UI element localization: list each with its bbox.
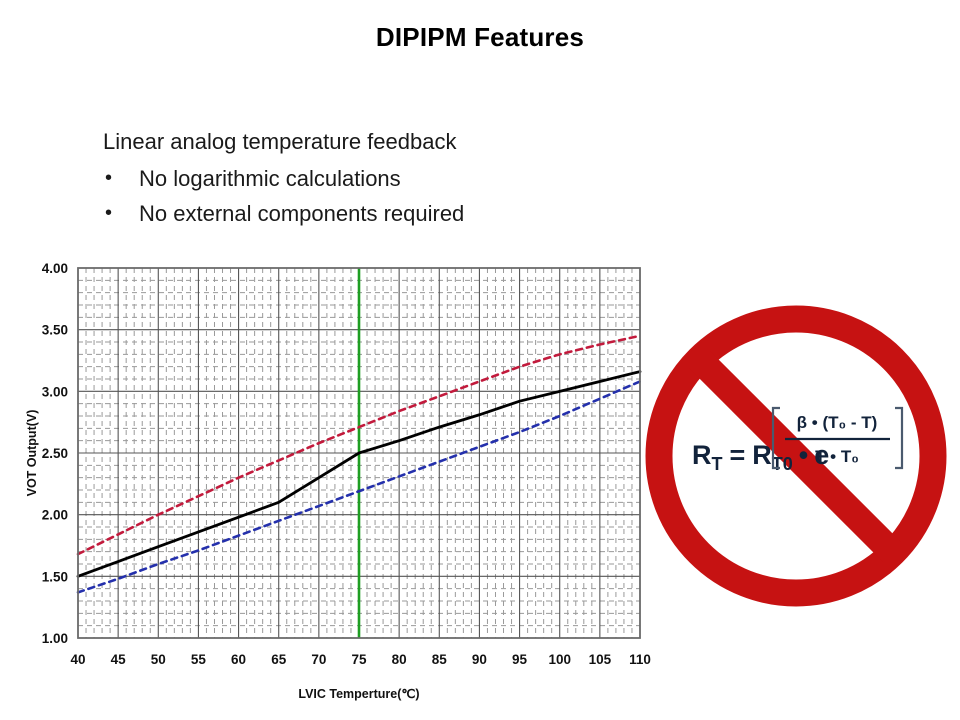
x-axis-label: LVIC Temperture(℃) <box>298 687 419 701</box>
y-tick-label: 3.50 <box>42 323 68 338</box>
series-line-typ <box>76 370 642 578</box>
y-tick-label: 1.00 <box>42 631 68 646</box>
series-line-min <box>76 380 642 594</box>
x-tick-label: 100 <box>548 652 571 667</box>
x-tick-label: 50 <box>151 652 166 667</box>
series-line-max <box>76 334 642 556</box>
plot-border <box>77 267 641 639</box>
x-tick-label: 105 <box>589 652 612 667</box>
bullet-marker-icon: • <box>105 202 113 224</box>
list-item: • No external components required <box>103 203 623 225</box>
bullet-marker-icon: • <box>105 167 113 189</box>
x-tick-label: 85 <box>432 652 448 667</box>
y-tick-label: 2.50 <box>42 446 68 461</box>
y-axis-label: VOT Output(V) <box>25 410 39 497</box>
vot-output-chart: 40 45 50 55 60 65 70 75 80 85 90 95 100 105 110 1.00 1.… <box>18 258 658 703</box>
x-tick-label: 75 <box>351 652 367 667</box>
data-series-group <box>76 334 642 594</box>
x-tick-label: 60 <box>231 652 246 667</box>
x-axis-tick-labels: 40 45 50 55 60 65 70 75 80 85 90 95 100 105 110 <box>70 652 650 667</box>
body-content: Linear analog temperature feedback • No … <box>103 131 623 238</box>
no-entry-sign-icon: RT = RT0 • e β • (T₀ - T) T • T₀ <box>645 305 947 607</box>
bullet-label: No logarithmic calculations <box>139 166 401 191</box>
no-entry-ring <box>645 305 947 607</box>
y-tick-label: 1.50 <box>42 569 68 584</box>
x-tick-label: 80 <box>392 652 407 667</box>
formula-numerator: β • (T₀ - T) <box>797 413 878 432</box>
x-tick-label: 65 <box>271 652 287 667</box>
y-axis-tick-labels: 1.00 1.50 2.00 2.50 3.00 3.50 4.00 <box>42 261 68 646</box>
formula-bracket-left <box>771 406 780 470</box>
bullet-label: No external components required <box>139 201 465 226</box>
lead-statement: Linear analog temperature feedback <box>103 129 457 154</box>
y-tick-label: 2.00 <box>42 508 68 523</box>
y-tick-label: 4.00 <box>42 261 68 276</box>
x-tick-label: 55 <box>191 652 207 667</box>
formula-denominator: T • T₀ <box>815 447 859 466</box>
chart-svg: 40 45 50 55 60 65 70 75 80 85 90 95 100 105 110 1.001.… <box>25 261 651 701</box>
formula-bracket-right <box>895 406 904 470</box>
x-tick-label: 40 <box>70 652 85 667</box>
list-item: • No logarithmic calculations <box>103 168 623 190</box>
axis-labels: LVIC Temperture(℃) VOT Output(V) <box>25 410 420 701</box>
thermistor-formula: RT = RT0 • e β • (T₀ - T) T • T₀ <box>692 406 904 474</box>
prohibited-formula-graphic: RT = RT0 • e β • (T₀ - T) T • T₀ <box>640 300 952 612</box>
formula-left-side: RT = RT0 • e <box>692 440 829 474</box>
page-title: DIPIPM Features <box>375 22 585 52</box>
x-tick-label: 45 <box>111 652 127 667</box>
x-tick-label: 110 <box>629 652 651 667</box>
plot-frame <box>77 267 641 639</box>
x-tick-label: 70 <box>311 652 326 667</box>
x-tick-label: 90 <box>472 652 487 667</box>
y-tick-label: 3.00 <box>42 384 68 399</box>
x-tick-label: 95 <box>512 652 528 667</box>
no-entry-slash <box>689 349 903 563</box>
